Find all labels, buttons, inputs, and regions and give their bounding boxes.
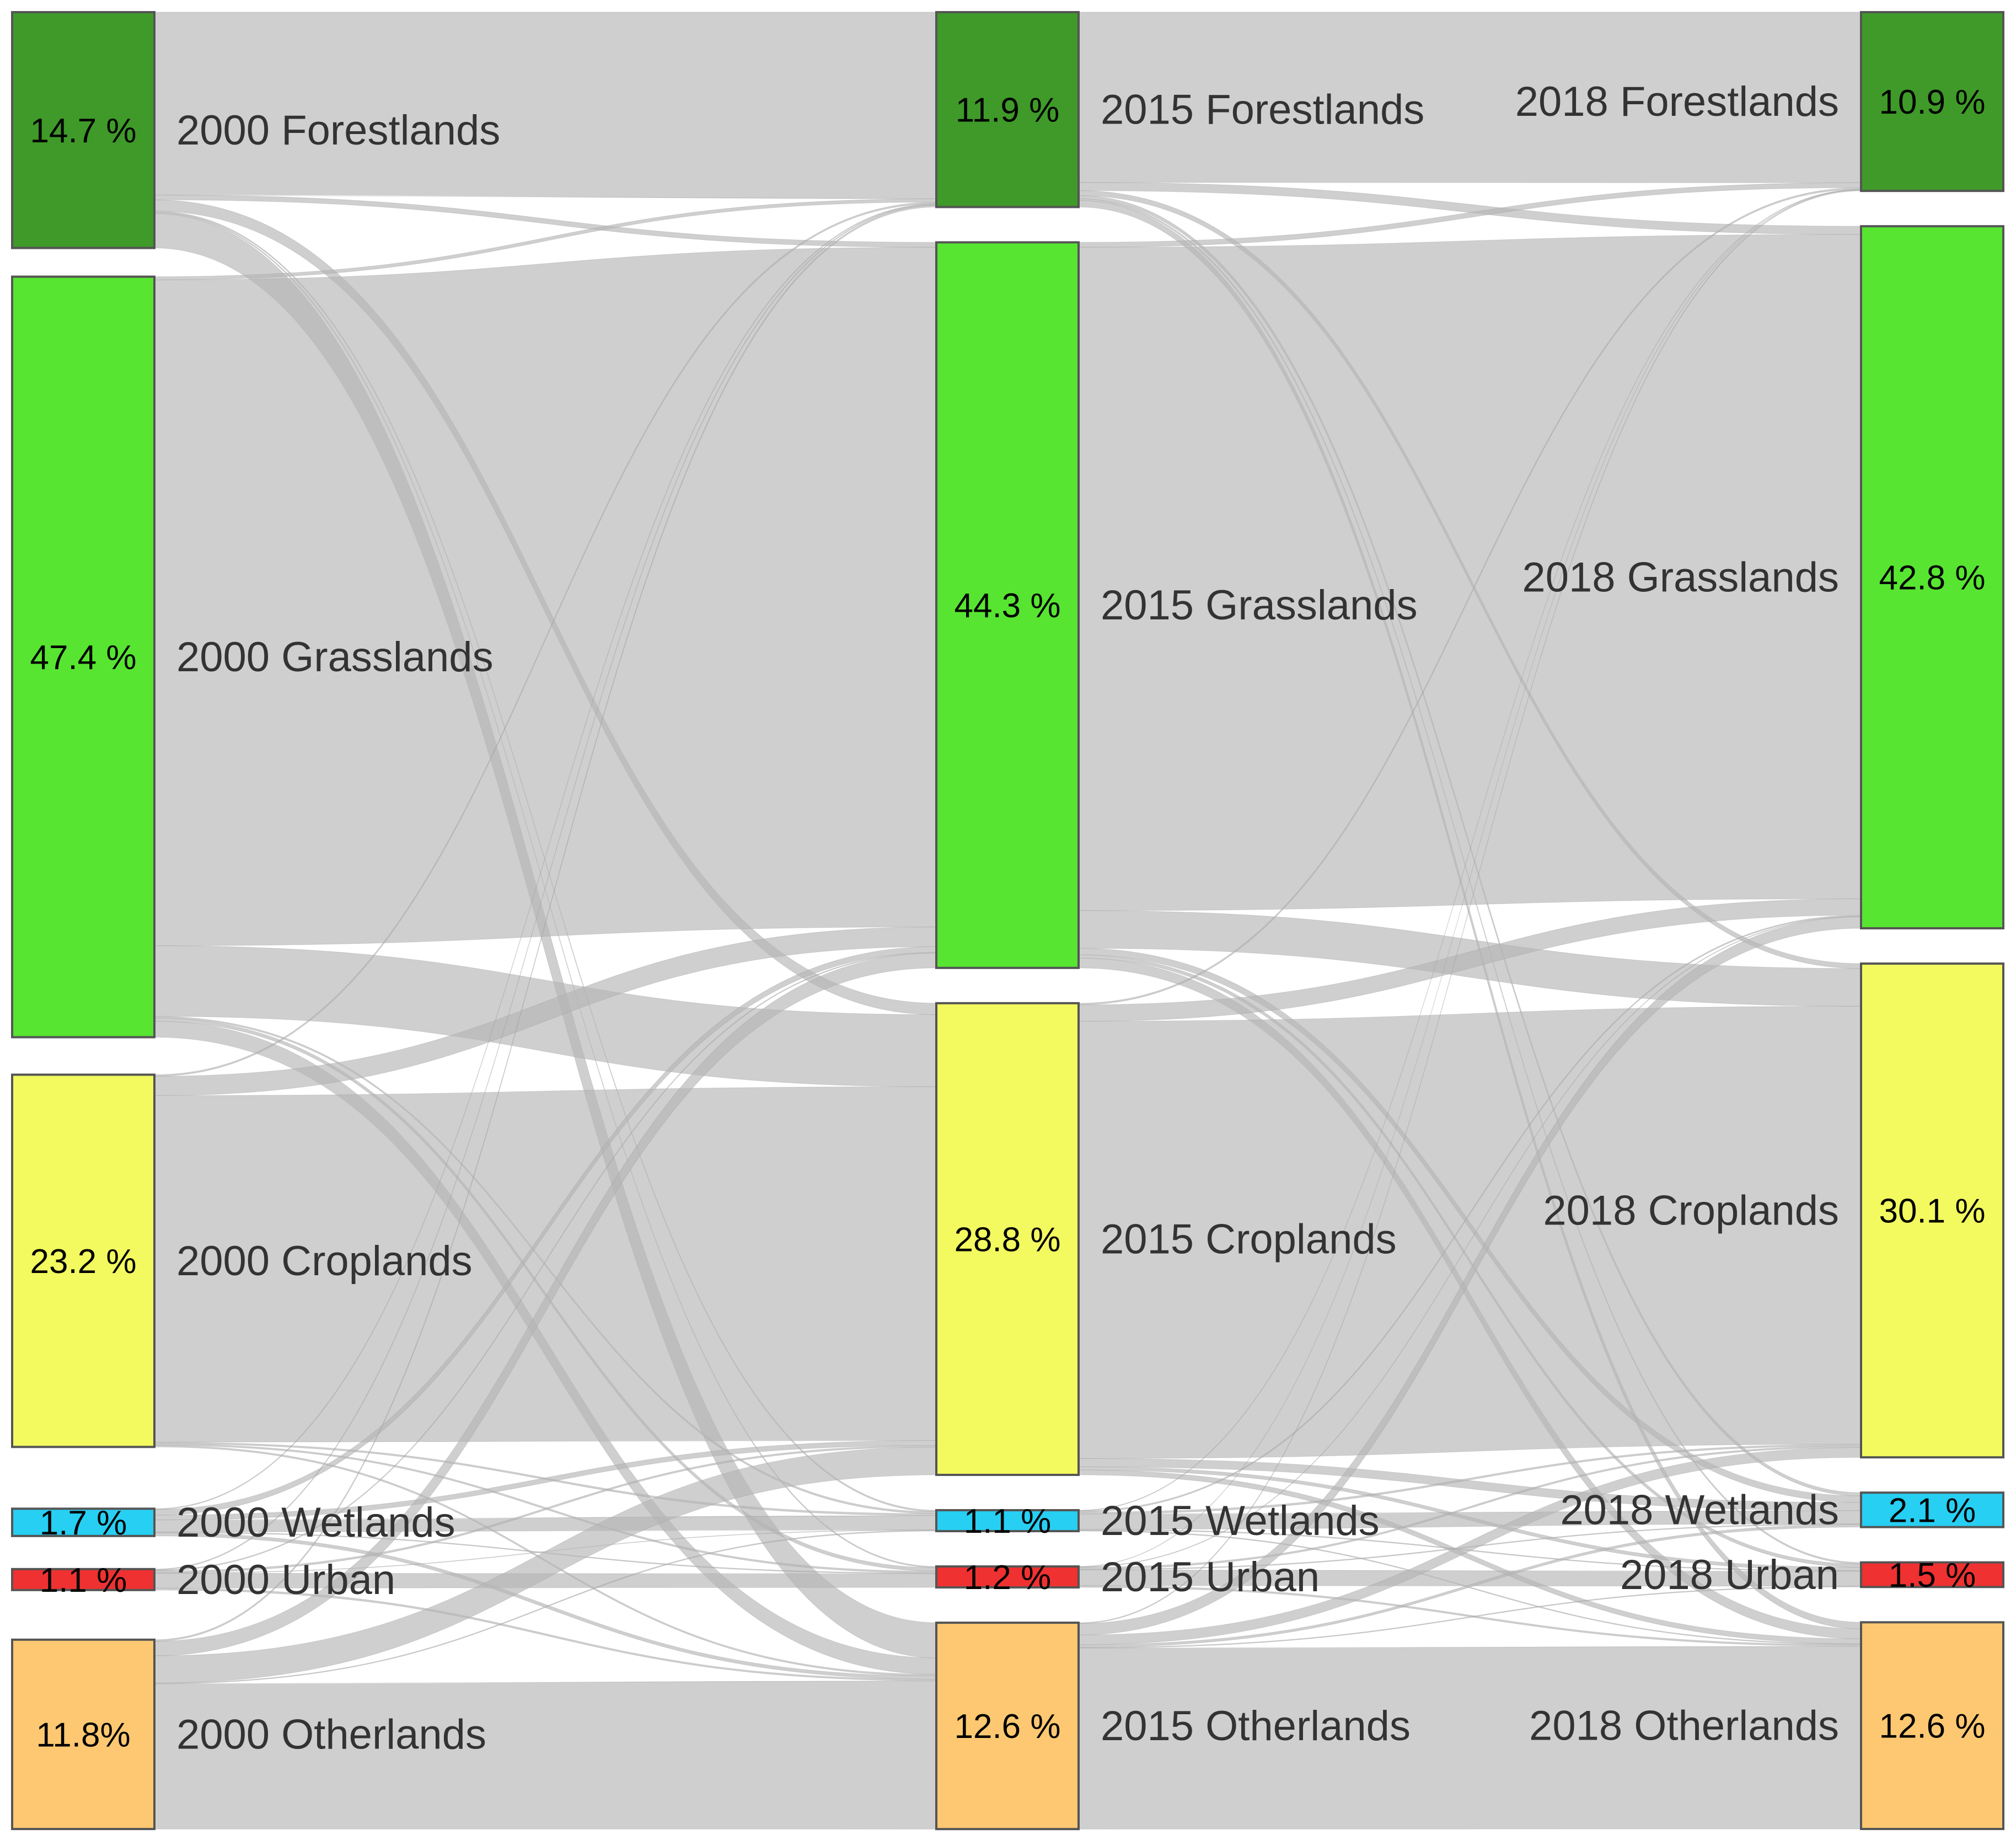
node-name-label: 2018 Urban xyxy=(1620,1552,1839,1598)
links-layer xyxy=(154,12,1862,1830)
node-o00 xyxy=(11,1638,156,1831)
node-name-label: 2015 Forestlands xyxy=(1101,87,1424,133)
node-u15 xyxy=(935,1565,1080,1589)
node-name-label: 2015 Otherlands xyxy=(1101,1703,1411,1750)
flow-g00-to-g15 xyxy=(154,247,937,946)
node-value-label: 11.9 % xyxy=(956,92,1059,130)
node-name-label: 2000 Urban xyxy=(176,1556,395,1603)
node-g00 xyxy=(11,275,156,1039)
node-name-label: 2015 Wetlands xyxy=(1101,1497,1380,1544)
node-name-label: 2018 Grasslands xyxy=(1522,554,1839,601)
node-value-label: 1.2 % xyxy=(964,1559,1052,1597)
node-g15 xyxy=(935,241,1080,969)
node-value-label: 14.7 % xyxy=(30,112,136,150)
node-value-label: 10.9 % xyxy=(1879,83,1985,121)
labels-layer: 14.7 % 2000 Forestlands 47.4 % 2000 Grassla… xyxy=(30,78,1985,1758)
node-name-label: 2015 Croplands xyxy=(1101,1216,1397,1263)
node-name-label: 2018 Croplands xyxy=(1543,1188,1839,1234)
node-value-label: 1.1 % xyxy=(40,1561,127,1600)
node-f00 xyxy=(11,11,156,249)
node-o15 xyxy=(935,1622,1080,1831)
node-c00 xyxy=(11,1073,156,1448)
node-name-label: 2000 Wetlands xyxy=(176,1499,455,1546)
flow-f00-to-f15 xyxy=(154,12,937,200)
node-name-label: 2018 Forestlands xyxy=(1515,78,1839,125)
node-c15 xyxy=(935,1002,1080,1477)
node-value-label: 28.8 % xyxy=(954,1221,1060,1259)
node-g18 xyxy=(1860,225,2004,930)
node-value-label: 1.7 % xyxy=(40,1504,127,1542)
node-value-label: 12.6 % xyxy=(954,1708,1060,1746)
nodes-layer xyxy=(11,11,2004,1831)
node-value-label: 42.8 % xyxy=(1879,559,1985,597)
node-c18 xyxy=(1860,962,2004,1459)
node-u00 xyxy=(11,1568,156,1591)
flow-f15-to-g18 xyxy=(1078,182,1862,235)
node-u18 xyxy=(1860,1561,2004,1588)
node-name-label: 2015 Grasslands xyxy=(1101,582,1418,629)
node-name-label: 2000 Grasslands xyxy=(176,634,494,681)
node-value-label: 47.4 % xyxy=(30,639,136,677)
node-name-label: 2018 Wetlands xyxy=(1560,1486,1839,1533)
node-name-label: 2000 Forestlands xyxy=(176,107,500,154)
node-value-label: 1.5 % xyxy=(1889,1556,1976,1595)
node-name-label: 2000 Croplands xyxy=(176,1238,473,1285)
node-value-label: 30.1 % xyxy=(1879,1192,1985,1231)
node-f15 xyxy=(935,11,1080,208)
node-w00 xyxy=(11,1507,156,1537)
node-value-label: 11.8% xyxy=(36,1716,130,1754)
node-value-label: 44.3 % xyxy=(954,587,1060,625)
node-w15 xyxy=(935,1509,1080,1533)
node-name-label: 2000 Otherlands xyxy=(176,1711,486,1758)
node-f18 xyxy=(1860,11,2004,192)
node-name-label: 2018 Otherlands xyxy=(1529,1703,1839,1750)
node-w18 xyxy=(1860,1491,2004,1528)
node-value-label: 12.6 % xyxy=(1879,1708,1985,1746)
node-value-label: 1.1 % xyxy=(964,1502,1052,1541)
node-name-label: 2015 Urban xyxy=(1101,1554,1320,1601)
node-value-label: 2.1 % xyxy=(1889,1491,1976,1529)
node-value-label: 23.2 % xyxy=(30,1243,136,1281)
node-o18 xyxy=(1860,1621,2004,1830)
